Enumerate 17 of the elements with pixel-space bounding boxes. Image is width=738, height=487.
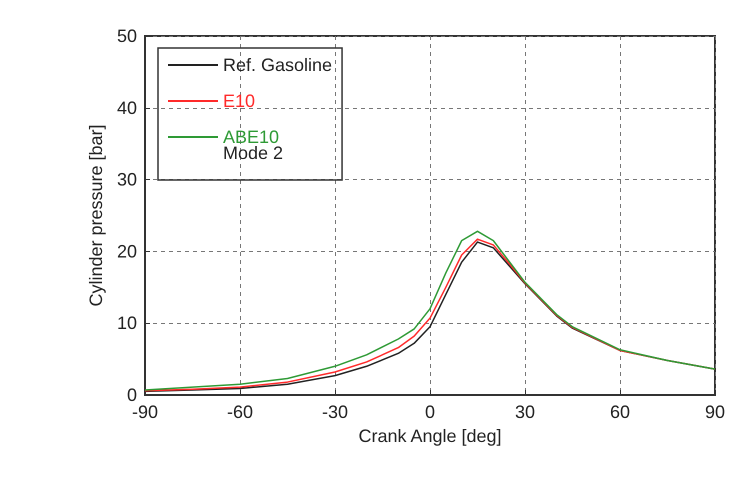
y-tick-label: 10 bbox=[116, 313, 137, 334]
x-tick-label: 60 bbox=[610, 402, 630, 422]
x-tick-label: -30 bbox=[322, 402, 348, 422]
legend-label: E10 bbox=[223, 91, 256, 111]
y-tick-label: 40 bbox=[116, 98, 137, 118]
x-tick-label: -60 bbox=[226, 402, 254, 422]
y-tick-label: 20 bbox=[116, 241, 137, 262]
legend-label: Ref. Gasoline bbox=[223, 55, 332, 75]
x-axis-title: Crank Angle [deg] bbox=[358, 426, 502, 446]
x-tick-label: 30 bbox=[514, 402, 536, 422]
y-tick-label: 0 bbox=[126, 385, 137, 405]
x-tick-label: 0 bbox=[424, 402, 435, 422]
x-tick-label: -90 bbox=[132, 402, 158, 422]
y-tick-label: 50 bbox=[116, 26, 137, 46]
x-tick-label: 90 bbox=[704, 402, 726, 422]
y-axis-title: Cylinder pressure [bar] bbox=[86, 124, 106, 307]
y-tick-label: 30 bbox=[116, 170, 137, 190]
